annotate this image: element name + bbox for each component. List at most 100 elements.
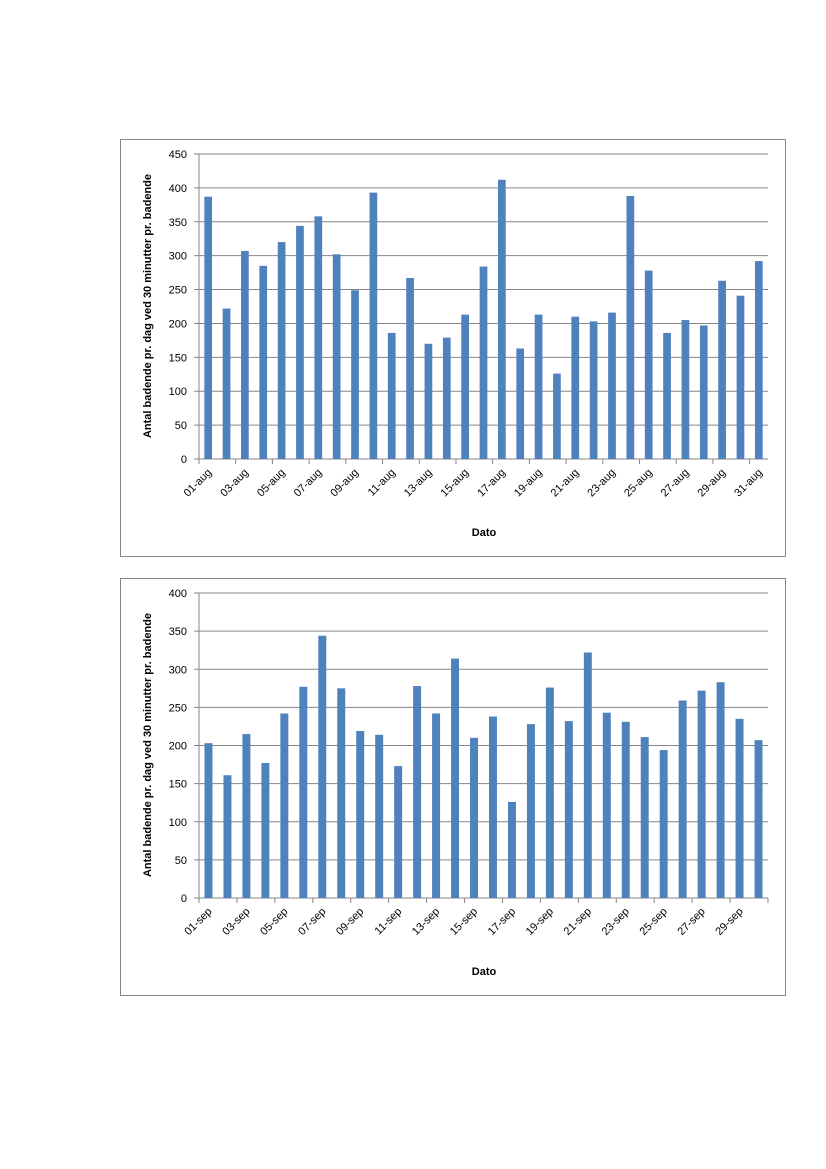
aug-x-tick-label: 13-aug <box>402 467 435 500</box>
chart-september: Antal badende pr. dag ved 30 minutter pr… <box>120 578 786 996</box>
aug-bar-07-aug <box>314 216 323 459</box>
chart-august-svg: Antal badende pr. dag ved 30 minutter pr… <box>142 149 768 539</box>
aug-y-tick-label: 100 <box>169 386 187 398</box>
aug-bar-03-aug <box>241 250 249 459</box>
sep-bar-19-sep <box>545 687 554 898</box>
sep-x-tick-label: 17-sep <box>486 906 518 938</box>
sep-bar-02-sep <box>223 775 232 898</box>
sep-y-tick-label: 350 <box>169 626 187 638</box>
sep-x-tick-label: 27-sep <box>675 906 707 938</box>
aug-bar-19-aug <box>534 314 543 459</box>
aug-bar-22-aug <box>589 321 598 459</box>
sep-bar-13-sep <box>432 713 441 898</box>
aug-x-tick-label: 15-aug <box>439 467 472 500</box>
aug-bar-24-aug <box>626 196 635 459</box>
aug-y-tick-label: 150 <box>169 352 187 364</box>
sep-y-tick-label: 50 <box>175 855 187 867</box>
aug-x-tick-label: 07-aug <box>292 467 325 500</box>
aug-bar-17-aug <box>498 179 506 459</box>
sep-x-tick-label: 07-sep <box>296 906 328 938</box>
sep-bar-17-sep <box>507 801 516 898</box>
aug-x-tick-label: 23-aug <box>585 467 618 500</box>
chart-august: Antal badende pr. dag ved 30 minutter pr… <box>120 139 786 557</box>
sep-y-tick-label: 200 <box>169 741 187 753</box>
sep-bar-05-sep <box>280 713 289 898</box>
aug-y-tick-label: 200 <box>169 318 187 330</box>
aug-bar-10-aug <box>369 192 378 459</box>
aug-x-tick-label: 03-aug <box>218 467 251 500</box>
aug-x-tick-label: 21-aug <box>549 467 582 500</box>
sep-bar-03-sep <box>242 734 251 898</box>
aug-bar-21-aug <box>571 316 580 459</box>
aug-bar-31-aug <box>754 261 763 459</box>
sep-x-tick-label: 21-sep <box>562 906 594 938</box>
aug-x-tick-label: 01-aug <box>182 467 215 500</box>
aug-y-tick-label: 400 <box>169 183 187 195</box>
aug-bar-13-aug <box>424 343 433 459</box>
aug-x-tick-label: 29-aug <box>696 467 729 500</box>
sep-bar-07-sep <box>318 635 327 898</box>
aug-bar-20-aug <box>553 373 561 459</box>
sep-x-tick-label: 09-sep <box>334 906 366 938</box>
aug-y-tick-label: 250 <box>169 285 187 297</box>
sep-bar-25-sep <box>659 750 668 898</box>
aug-bar-14-aug <box>442 337 451 459</box>
sep-y-tick-label: 150 <box>169 779 187 791</box>
sep-bar-27-sep <box>697 690 706 898</box>
aug-bar-08-aug <box>332 254 341 459</box>
aug-y-tick-label: 350 <box>169 217 187 229</box>
sep-x-tick-label: 03-sep <box>220 906 252 938</box>
aug-bar-01-aug <box>204 196 213 459</box>
sep-y-tick-label: 100 <box>169 817 187 829</box>
aug-bar-05-aug <box>277 242 286 459</box>
sep-bar-10-sep <box>375 734 384 898</box>
sep-bar-18-sep <box>526 724 535 898</box>
aug-bar-25-aug <box>644 270 653 459</box>
aug-x-tick-label: 27-aug <box>659 467 692 500</box>
aug-bar-02-aug <box>222 308 231 459</box>
aug-bar-15-aug <box>461 314 469 459</box>
chart-september-svg: Antal badende pr. dag ved 30 minutter pr… <box>142 588 769 978</box>
sep-y-tick-label: 0 <box>181 893 187 905</box>
sep-bar-12-sep <box>413 686 422 898</box>
chart-september-xlabel: Dato <box>472 966 497 978</box>
sep-x-tick-label: 05-sep <box>258 906 290 938</box>
sep-y-tick-label: 400 <box>169 588 187 600</box>
aug-bar-28-aug <box>699 325 708 459</box>
aug-x-tick-label: 19-aug <box>512 467 545 500</box>
sep-bar-09-sep <box>356 731 365 898</box>
sep-bar-16-sep <box>489 716 497 898</box>
sep-x-tick-label: 29-sep <box>713 906 745 938</box>
sep-x-tick-label: 23-sep <box>600 906 632 938</box>
sep-bar-20-sep <box>564 721 573 898</box>
sep-bar-30-sep <box>754 740 763 898</box>
aug-y-tick-label: 300 <box>169 251 187 263</box>
sep-x-tick-label: 19-sep <box>524 906 556 938</box>
aug-y-tick-label: 50 <box>175 420 187 432</box>
aug-x-tick-label: 05-aug <box>255 467 288 500</box>
sep-bar-11-sep <box>394 766 403 898</box>
aug-bar-12-aug <box>406 278 414 459</box>
aug-y-tick-label: 0 <box>181 454 187 466</box>
sep-bar-21-sep <box>583 652 592 898</box>
sep-x-tick-label: 15-sep <box>448 906 480 938</box>
sep-bar-23-sep <box>621 721 630 898</box>
aug-bar-23-aug <box>608 312 616 459</box>
sep-y-tick-label: 250 <box>169 702 187 714</box>
chart-september-ylabel: Antal badende pr. dag ved 30 minutter pr… <box>142 613 154 877</box>
aug-x-tick-label: 25-aug <box>622 467 655 500</box>
sep-bar-06-sep <box>299 686 308 898</box>
aug-x-tick-label: 31-aug <box>732 467 765 500</box>
sep-bar-08-sep <box>337 688 346 898</box>
sep-bar-01-sep <box>204 743 213 898</box>
aug-bar-04-aug <box>259 265 268 459</box>
aug-y-tick-label: 450 <box>169 149 187 161</box>
aug-bar-26-aug <box>663 332 671 459</box>
sep-bar-26-sep <box>678 700 687 898</box>
chart-august-xlabel: Dato <box>472 527 497 539</box>
sep-x-tick-label: 13-sep <box>410 906 442 938</box>
aug-x-tick-label: 11-aug <box>366 467 398 499</box>
sep-y-tick-label: 300 <box>169 664 187 676</box>
aug-bar-27-aug <box>681 320 690 459</box>
sep-bar-22-sep <box>602 712 611 898</box>
